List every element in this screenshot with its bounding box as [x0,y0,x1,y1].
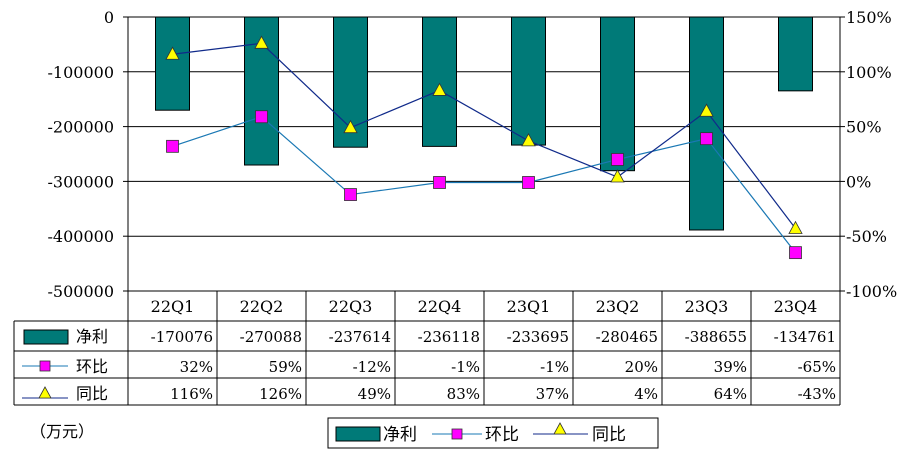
table-value: -236118 [418,328,480,346]
mom-marker-22q4 [433,176,446,189]
left-axis-label: -300000 [48,172,114,191]
bar-22q1 [155,16,190,111]
category-label: 23Q4 [774,297,818,316]
bar-22q4 [422,16,457,147]
legend-label: 环比 [485,425,519,445]
table-value: -134761 [774,328,836,346]
table-value: 4% [634,385,658,403]
table-value: 64% [714,385,747,403]
legend-key-yoy-marker [553,422,567,435]
legend-label: 净利 [383,425,417,445]
table-row-label: 同比 [76,384,108,403]
legend-key-mom-marker [451,428,463,440]
category-label: 22Q3 [329,297,373,316]
right-axis-label: -50% [846,227,887,246]
left-axis-label: -200000 [48,118,114,137]
series-line-1 [172,116,796,254]
mom-marker-23q1 [522,176,535,189]
yoy-marker-23q3 [699,103,714,117]
right-axis-label: 50% [846,118,882,137]
legend-label: 同比 [592,425,626,445]
yoy-marker-23q4 [788,220,803,234]
table-key-yoy-marker [38,386,52,399]
table-value: 32% [180,358,213,376]
mom-marker-22q1 [166,139,179,153]
bar-23q4 [778,16,813,92]
legend-box [327,417,659,449]
category-label: 23Q3 [685,297,729,316]
mom-marker-23q3 [700,132,713,146]
table-value: 49% [358,385,391,403]
table-value: -170076 [151,328,213,346]
table-row-label: 净利 [76,327,108,346]
table-value: 37% [536,385,569,403]
table-value: -43% [798,385,836,403]
yoy-marker-22q4 [432,82,447,96]
table-value: -12% [353,358,391,376]
yoy-marker-22q3 [343,119,358,134]
table-value: 116% [170,385,213,403]
plot-frame [127,16,841,292]
table-value: 59% [269,358,302,376]
right-axis-label: -100% [846,282,897,301]
left-axis-label: 0 [104,8,114,27]
right-axis-label: 100% [846,63,892,82]
series-line-2 [172,42,796,229]
table-value: -65% [798,358,836,376]
mom-marker-22q3 [344,188,357,201]
yoy-marker-23q2 [610,169,625,183]
left-axis-label: -100000 [48,63,114,82]
mom-marker-23q4 [789,246,802,260]
table-value: 20% [625,358,658,376]
yoy-marker-22q1 [165,46,180,60]
yoy-marker-22q2 [254,35,269,49]
table-value: -1% [451,358,480,376]
table-value: -388655 [685,328,747,346]
table-value: -280465 [596,328,658,346]
table-value: 83% [447,385,480,403]
category-label: 23Q2 [596,297,640,316]
unit-note: （万元） [30,422,94,441]
mom-marker-22q2 [255,110,268,124]
left-axis-label: -500000 [48,282,114,301]
category-label: 23Q1 [507,297,551,316]
left-axis-label: -400000 [48,227,114,246]
legend-key-net-profit [335,426,381,442]
yoy-marker-23q1 [521,133,536,147]
bar-23q3 [689,16,724,231]
table-key-mom-marker [39,360,51,372]
table-value: 126% [259,385,302,403]
table-value: -233695 [507,328,569,346]
table-value: -1% [540,358,569,376]
table-key-net-profit [23,329,69,345]
category-label: 22Q4 [418,297,462,316]
mom-marker-23q2 [611,153,624,166]
category-label: 22Q1 [151,297,195,316]
table-value: -270088 [240,328,302,346]
table-row-label: 环比 [76,357,108,376]
bar-23q1 [511,16,546,146]
right-axis-label: 0% [846,172,871,191]
bar-23q2 [600,16,635,172]
category-label: 22Q2 [240,297,284,316]
right-axis-label: 150% [846,8,892,27]
table-value: 39% [714,358,747,376]
table-value: -237614 [329,328,391,346]
